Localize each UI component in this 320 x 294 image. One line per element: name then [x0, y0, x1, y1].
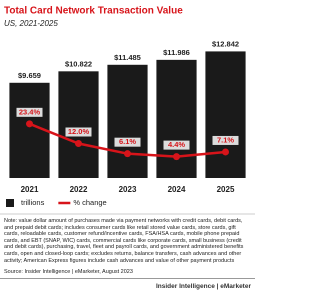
- bar: [156, 59, 197, 178]
- chart: Total Card Network Transaction Value US,…: [0, 6, 255, 215]
- bar: [107, 64, 148, 178]
- bar: [58, 71, 99, 178]
- line-value-label: 7.1%: [217, 135, 234, 144]
- page: Total Card Network Transaction Value US,…: [0, 5, 255, 294]
- bar-value-label: $11.485: [114, 53, 141, 62]
- bar-value-label: $11.986: [163, 48, 190, 57]
- bar: [205, 51, 246, 179]
- line-point: [124, 150, 131, 158]
- chart-title: Total Card Network Transaction Value: [4, 6, 183, 17]
- legend-label: trillions: [21, 198, 45, 207]
- footer-brand: Insider Intelligence | eMarketer: [155, 283, 251, 290]
- bar-value-label: $9.659: [18, 71, 41, 80]
- line-value-label: 12.0%: [68, 127, 90, 136]
- bar-value-label: $12.842: [212, 39, 239, 48]
- legend-swatch: [6, 199, 14, 207]
- footer: Insider Intelligence | eMarketer: [0, 278, 255, 294]
- x-tick-label: 2021: [21, 185, 39, 194]
- label-background: [212, 135, 239, 145]
- x-tick-label: 2024: [168, 185, 186, 194]
- x-tick-label: 2023: [119, 185, 137, 194]
- x-tick-label: 2022: [70, 185, 88, 194]
- line-value-label: 4.4%: [168, 140, 185, 149]
- line-value-label: 23.4%: [19, 107, 41, 116]
- line-point: [173, 153, 180, 161]
- label-background: [114, 137, 141, 147]
- label-background: [163, 140, 190, 150]
- line-point: [75, 140, 82, 147]
- label-background: [65, 127, 92, 137]
- legend-label: % change: [73, 198, 106, 207]
- bar-value-label: $10.822: [65, 59, 92, 68]
- line-value-label: 6.1%: [119, 137, 136, 146]
- chart-subtitle: US, 2021-2025: [4, 19, 58, 28]
- note: Note: value dollar amount of purchases m…: [4, 218, 244, 264]
- line-point: [26, 120, 33, 128]
- label-background: [16, 107, 43, 117]
- x-tick-label: 2025: [217, 185, 235, 194]
- line-point: [222, 148, 229, 156]
- source: Source: Insider Intelligence | eMarketer…: [4, 269, 133, 275]
